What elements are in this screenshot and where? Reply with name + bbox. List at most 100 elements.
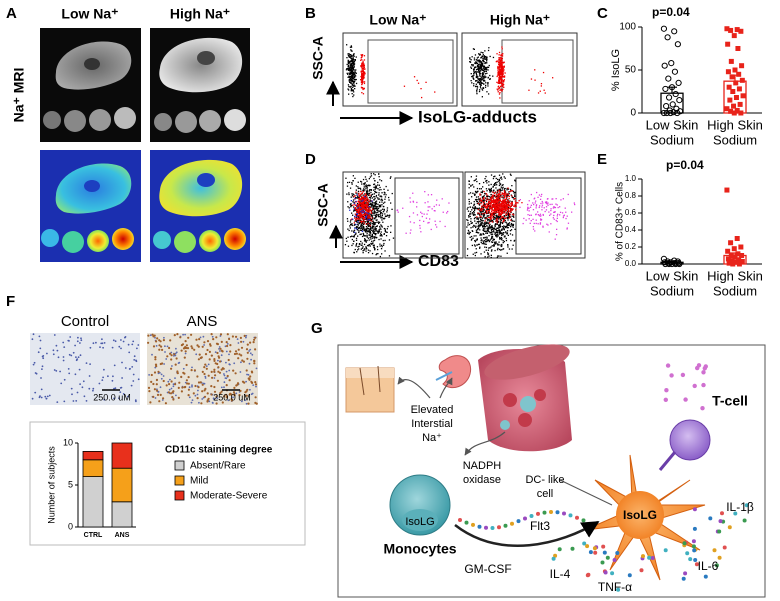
- flow-dot: [480, 70, 482, 72]
- flow-dot: [369, 206, 371, 208]
- flow-dot: [498, 57, 501, 59]
- flow-dot: [493, 230, 495, 232]
- cytokine-dot: [703, 574, 708, 579]
- data-point: [675, 260, 682, 267]
- flow-dot: [365, 228, 367, 230]
- flow-dot: [504, 236, 506, 238]
- flow-dot: [503, 190, 505, 192]
- flow-dot: [498, 211, 500, 214]
- flow-dot: [538, 214, 540, 217]
- cell-nucleus: [53, 369, 56, 371]
- flow-dot: [502, 197, 504, 199]
- legend-swatch: [174, 475, 185, 486]
- flow-dot: [500, 216, 502, 218]
- flow-dot: [487, 202, 490, 204]
- cytokine-dot: [523, 516, 527, 521]
- flow-dot: [352, 67, 354, 69]
- flow-dot: [501, 67, 503, 69]
- flow-dot: [505, 193, 507, 196]
- flow-dot: [365, 185, 368, 188]
- flow-dot: [503, 221, 505, 223]
- flow-dot: [483, 61, 485, 63]
- cell-nucleus: [248, 350, 251, 352]
- flow-dot: [481, 206, 483, 208]
- flow-dot: [527, 214, 529, 216]
- flow-dot: [504, 191, 507, 193]
- data-point: [724, 106, 730, 112]
- cell-nucleus: [92, 389, 94, 392]
- flow-dot: [486, 68, 488, 71]
- flow-dot: [529, 206, 532, 208]
- flow-dot: [498, 193, 500, 195]
- flow-dot: [379, 216, 381, 218]
- flow-dot: [359, 221, 361, 224]
- flow-dot: [513, 192, 515, 194]
- cell-nucleus: [163, 363, 166, 365]
- flow-dot: [545, 202, 547, 204]
- flow-dot: [355, 228, 358, 230]
- cell-nucleus: [223, 381, 226, 384]
- flow-dot: [499, 233, 501, 235]
- flow-dot: [486, 240, 488, 243]
- flow-dot: [505, 210, 507, 212]
- flow-dot: [506, 230, 509, 232]
- flow-dot: [498, 74, 500, 76]
- flow-dot: [497, 207, 499, 209]
- flow-dot: [477, 224, 480, 226]
- flow-dot: [363, 202, 366, 204]
- flow-dot: [488, 47, 490, 49]
- flow-dot: [537, 196, 539, 198]
- flow-dot: [481, 68, 483, 71]
- flow-dot: [359, 214, 361, 216]
- flow-dot: [419, 224, 421, 227]
- flow-dot: [473, 203, 475, 206]
- flow-dot: [484, 225, 487, 228]
- flow-dot: [363, 228, 366, 230]
- flow-dot: [479, 234, 481, 236]
- cell-nucleus: [60, 382, 63, 385]
- flow-dot: [356, 197, 359, 199]
- cell-nucleus: [103, 398, 106, 401]
- flow-dot: [363, 206, 365, 209]
- flow-dot: [501, 210, 504, 213]
- stained-cell: [249, 375, 252, 378]
- flow-dot: [497, 62, 500, 64]
- scale-label: 250.0 uM: [213, 392, 251, 402]
- flow-dot: [373, 202, 375, 204]
- flow-dot: [514, 180, 516, 182]
- data-point: [728, 240, 734, 246]
- flow-dot: [362, 69, 364, 72]
- x-tick-label: Sodium: [650, 283, 694, 298]
- cell-nucleus: [83, 395, 86, 398]
- flow-dot: [482, 63, 484, 65]
- cell-nucleus: [251, 353, 254, 356]
- flow-dot: [534, 79, 536, 81]
- flow-dot: [500, 205, 503, 207]
- stained-cell: [254, 383, 258, 386]
- stained-cell: [155, 383, 158, 386]
- flow-dot: [500, 206, 502, 208]
- flow-dot: [430, 194, 433, 196]
- flow-dot: [490, 238, 492, 240]
- flow-dot: [498, 226, 500, 228]
- flow-dot: [501, 210, 503, 212]
- flow-dot: [355, 200, 357, 203]
- flow-dot: [409, 221, 412, 223]
- flow-dot: [485, 232, 487, 234]
- flow-dot: [375, 191, 377, 194]
- flow-dot: [376, 209, 378, 212]
- flow-dot: [380, 180, 383, 182]
- flow-dot: [491, 200, 494, 202]
- flow-dot: [510, 211, 512, 213]
- flow-dot: [490, 189, 492, 192]
- flow-dot: [361, 75, 363, 77]
- flow-dot: [512, 208, 514, 210]
- flow-dot: [377, 231, 379, 233]
- flow-dot: [373, 229, 375, 231]
- stained-cell: [187, 336, 190, 339]
- flow-dot: [491, 205, 493, 207]
- flow-dot: [376, 230, 378, 232]
- flow-dot: [485, 216, 487, 219]
- flow-dot: [479, 61, 481, 63]
- flow-dot: [473, 72, 475, 75]
